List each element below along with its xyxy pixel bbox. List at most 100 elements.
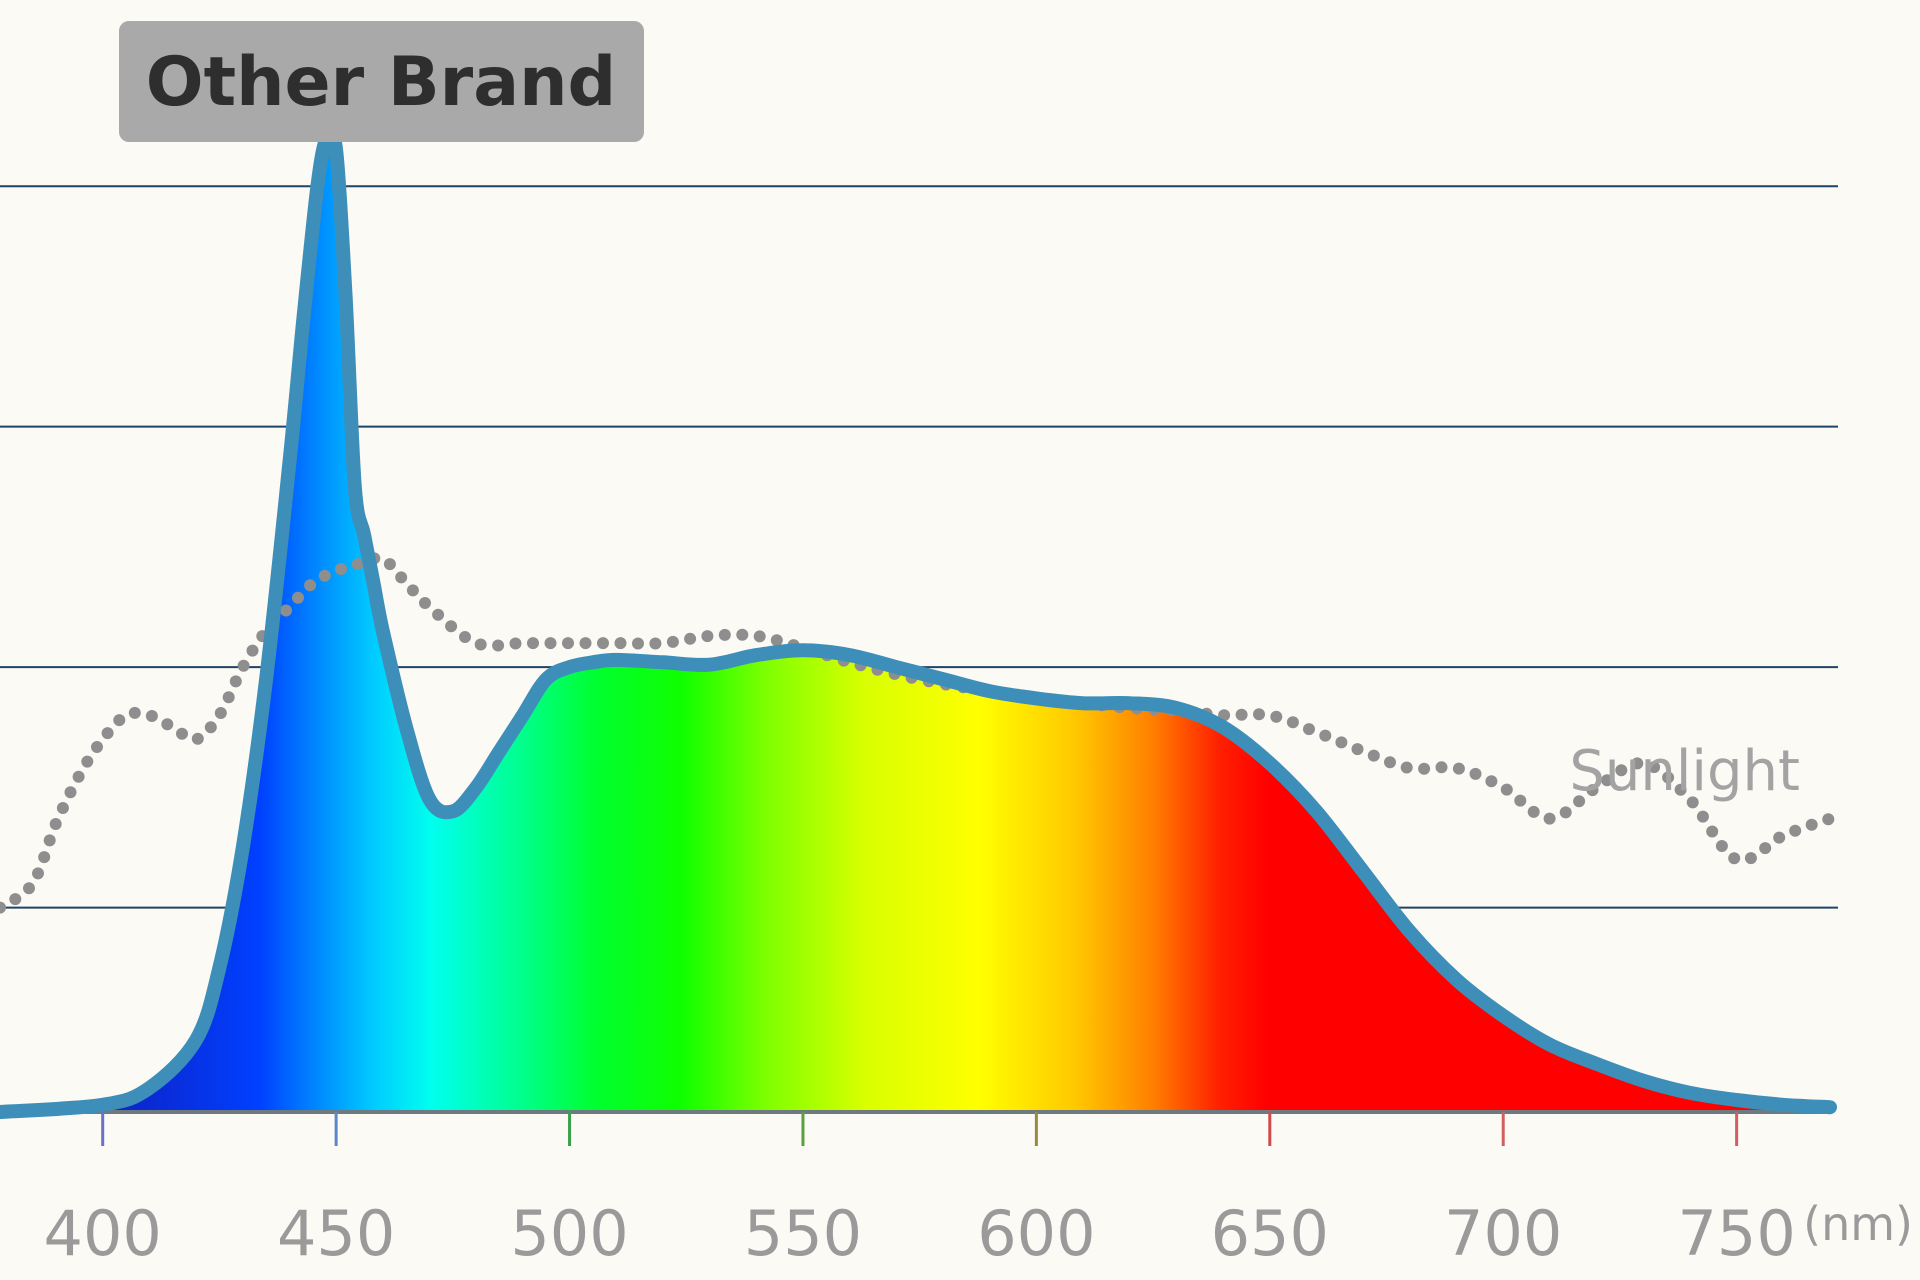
sunlight-dot [1286,716,1299,729]
x-tick-label: 650 [1211,1197,1329,1270]
x-ticks [101,1112,1739,1146]
spectrum-area-group [0,132,1830,1112]
sunlight-dot [383,558,396,571]
sunlight-dot [1759,842,1772,855]
sunlight-dot [38,851,51,864]
sunlight-dot [474,638,487,651]
sunlight-dot [419,597,431,609]
sunlight-dot [509,637,522,650]
sunlight-dot [527,637,539,650]
sunlight-dot [1452,762,1465,775]
sunlight-dot [753,630,766,643]
sunlight-dot [101,727,114,740]
sunlight-dot [1715,840,1728,852]
sunlight-dot [1696,810,1709,823]
sunlight-dot [1514,794,1527,807]
sunlight-dot [43,834,56,847]
sunlight-dot [1706,825,1719,838]
sunlight-dot [492,639,505,652]
sunlight-dot [351,558,364,571]
sunlight-dot [176,727,188,740]
sunlight-dot [544,637,557,650]
sunlight-dot [335,563,347,575]
sunlight-dot [432,608,445,621]
sunlight-dot [204,721,217,734]
sunlight-dot [1543,812,1556,825]
sunlight-dot [1559,806,1572,819]
sunlight-dot [1728,852,1741,865]
sunlight-dot [666,635,679,648]
sunlight-dot [161,718,174,731]
sunlight-dot [9,893,22,906]
sunlight-dot [222,691,235,704]
sunlight-dot [1253,708,1265,721]
sunlight-dot [280,604,292,617]
sunlight-dot [23,882,35,895]
sunlight-dot [1418,762,1431,775]
sunlight-dot [1773,831,1786,844]
x-tick-label: 750 [1677,1197,1795,1270]
sunlight-dot [246,644,259,657]
sunlight-dot [770,634,783,647]
sunlight-dot [1435,761,1448,774]
sunlight-dot [145,710,158,722]
sunlight-dot [1573,795,1586,808]
brand-title: Other Brand [146,43,616,122]
sunlight-dot [1686,796,1699,809]
sunlight-dot [1789,824,1802,837]
sunlight-dot [1631,757,1644,770]
sunlight-dot [0,901,6,914]
sunlight-dot [1744,852,1757,865]
sunlight-dot [459,631,471,643]
sunlight-dot [1485,775,1498,788]
sunlight-dot [1615,764,1628,777]
x-tick-label: 500 [510,1197,628,1270]
sunlight-dot [91,741,103,753]
sunlight-dot [684,632,697,645]
sunlight-dot [1500,783,1513,796]
sunlight-dot [1469,767,1482,780]
sunlight-dot [237,659,250,672]
sunlight-dot [614,637,627,650]
spectrum-outline [0,125,1837,1119]
sunlight-dot [701,630,714,643]
sunlight-dot [1674,783,1687,796]
sunlight-dot [304,579,317,592]
sunlight-dot [1648,761,1661,774]
sunlight-dot [597,637,609,650]
sunlight-dot [72,770,85,783]
sunlight-dot [1805,818,1818,831]
sunlight-dot [1400,761,1413,774]
x-tick-labels: 400 450 500 550 600 650 700 750 [44,1197,1796,1270]
sunlight-dot [406,584,419,597]
sunlight-dot [1235,708,1248,721]
sunlight-dot [1335,736,1348,749]
sunlight-dot [632,637,644,650]
sunlight-dot [1662,771,1675,784]
sunlight-dot [1527,805,1540,818]
sunlight-dot [1351,743,1364,756]
sunlight-dot [32,867,44,880]
sunlight-dot [1822,813,1835,826]
sunlight-dot [191,732,204,745]
sunlight-dot [1384,756,1396,769]
sunlight-dot [113,714,126,727]
sunlight-dot [649,637,662,650]
x-tick-label: 600 [977,1197,1095,1270]
sunlight-dot [1270,710,1283,723]
sunlight-dot [562,637,574,650]
sunlight-dot [1601,774,1614,787]
sunlight-dot [736,628,749,641]
x-tick-label: 550 [744,1197,862,1270]
sunlight-label: Sunlight [1569,739,1800,804]
brand-badge: Other Brand [119,21,644,142]
spectrum-fill [0,132,1830,1112]
sunlight-dot [445,620,458,633]
brand-badge-bg [119,21,644,142]
sunlight-dot [292,591,304,604]
sunlight-dot [318,569,331,582]
sunlight-dot [1303,723,1315,736]
sunlight-dot [128,706,141,719]
sunlight-dot [49,818,62,830]
